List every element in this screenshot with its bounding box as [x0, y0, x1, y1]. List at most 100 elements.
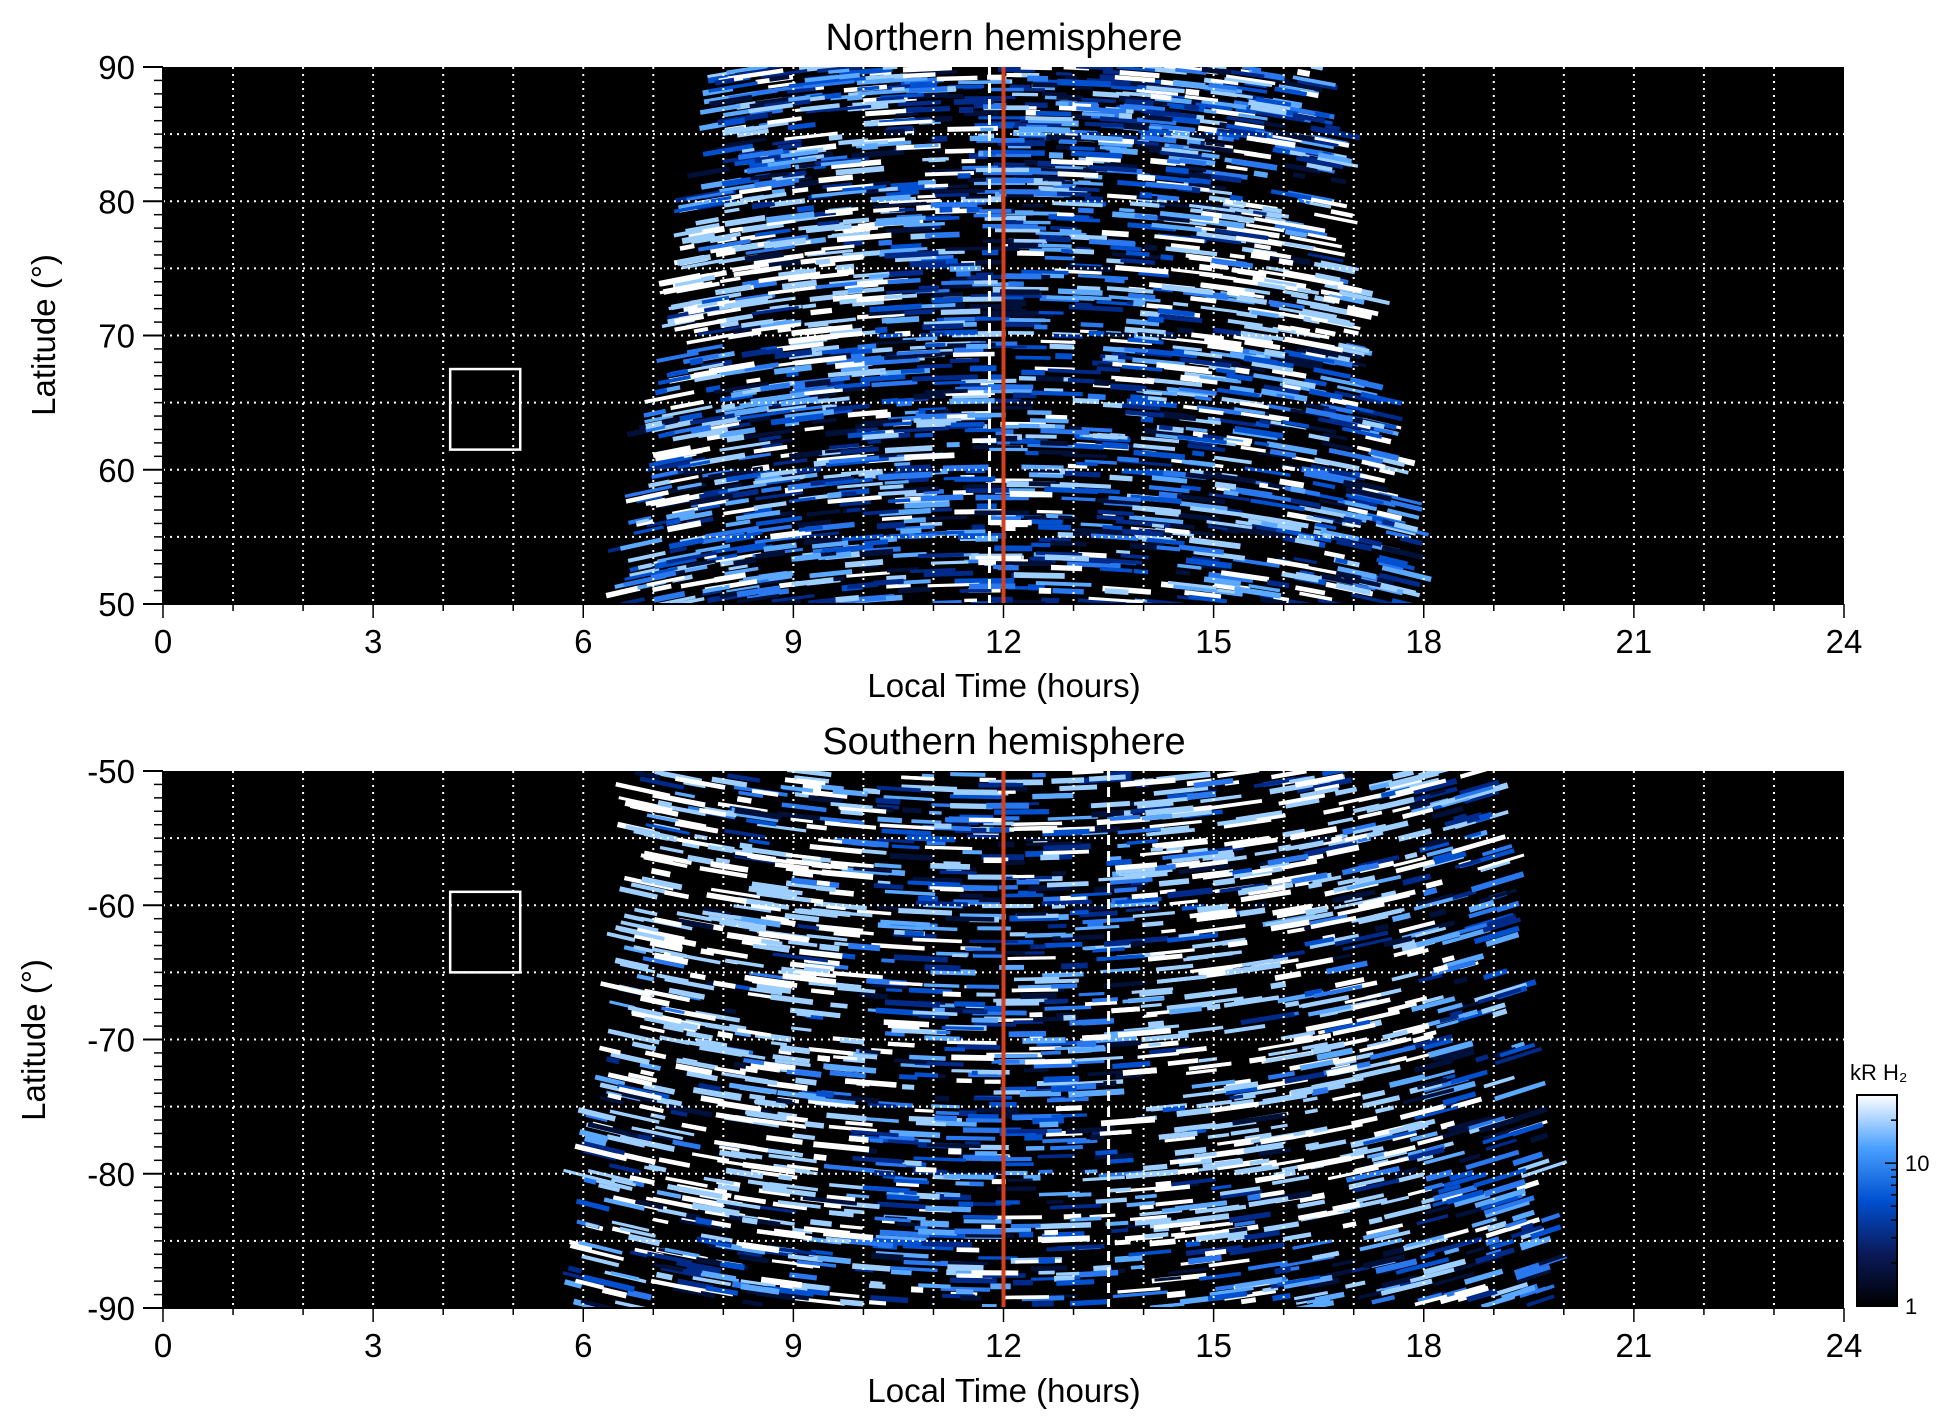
emission-streak: [657, 800, 673, 809]
emission-streak: [894, 461, 911, 467]
emission-streak: [1229, 867, 1252, 876]
emission-streak: [1494, 1046, 1543, 1066]
emission-streak: [1290, 536, 1320, 547]
emission-streak: [886, 288, 939, 295]
emission-streak: [629, 1175, 655, 1186]
emission-streak: [897, 586, 932, 594]
emission-streak: [1044, 941, 1083, 948]
emission-streak: [1103, 162, 1138, 169]
emission-streak: [1081, 112, 1115, 118]
emission-streak: [780, 149, 819, 159]
emission-streak: [1052, 934, 1105, 942]
emission-streak: [667, 804, 707, 817]
emission-streak: [1428, 908, 1447, 919]
emission-streak: [870, 339, 916, 346]
emission-streak: [915, 900, 968, 907]
emission-streak: [1277, 324, 1293, 332]
emission-streak: [1352, 997, 1391, 1011]
emission-streak: [1282, 535, 1296, 543]
emission-streak: [846, 94, 863, 101]
emission-streak: [1178, 1025, 1224, 1035]
emission-streak: [724, 497, 750, 506]
emission-streak: [950, 358, 980, 363]
emission-streak: [1231, 158, 1278, 171]
emission-streak: [953, 899, 1001, 906]
emission-streak: [792, 187, 809, 194]
emission-streak: [1341, 426, 1383, 439]
emission-streak: [1450, 1069, 1488, 1085]
emission-streak: [760, 68, 808, 79]
emission-streak: [824, 477, 873, 486]
emission-streak: [715, 1112, 755, 1124]
emission-streak: [865, 108, 913, 117]
emission-streak: [1130, 880, 1149, 886]
emission-streak: [1234, 1276, 1283, 1289]
emission-streak: [1199, 272, 1237, 281]
emission-streak: [772, 138, 802, 146]
emission-streak: [1042, 971, 1084, 978]
emission-streak: [642, 956, 685, 969]
emission-streak: [748, 885, 798, 899]
emission-streak: [1167, 887, 1213, 899]
emission-streak: [686, 1030, 713, 1041]
emission-streak: [619, 1134, 675, 1152]
emission-streak: [876, 521, 906, 530]
emission-streak: [1157, 215, 1190, 223]
emission-streak: [1096, 432, 1119, 440]
emission-streak: [1100, 967, 1141, 974]
emission-streak: [733, 904, 772, 913]
emission-streak: [767, 81, 796, 89]
emission-streak: [893, 1058, 927, 1065]
emission-streak: [1095, 1197, 1128, 1204]
y-tick-label: -90: [87, 1290, 135, 1327]
emission-streak: [1061, 962, 1088, 970]
emission-streak: [809, 844, 862, 855]
emission-streak: [857, 85, 880, 92]
emission-streak: [824, 818, 840, 825]
emission-streak: [1117, 843, 1131, 849]
emission-streak: [951, 1054, 994, 1062]
emission-streak: [762, 1185, 816, 1198]
emission-streak: [1344, 833, 1368, 843]
emission-streak: [935, 1110, 963, 1116]
emission-streak: [767, 116, 802, 125]
emission-streak: [1229, 1098, 1255, 1107]
emission-streak: [826, 1112, 867, 1122]
emission-streak: [1129, 515, 1184, 525]
emission-streak: [1278, 793, 1326, 806]
emission-streak: [640, 853, 674, 864]
emission-streak: [733, 983, 750, 991]
emission-streak: [1449, 1009, 1463, 1018]
emission-streak: [644, 414, 674, 424]
emission-streak: [672, 1139, 701, 1150]
emission-streak: [1290, 486, 1306, 494]
emission-streak: [780, 784, 814, 793]
emission-streak: [1305, 349, 1327, 359]
emission-streak: [1239, 907, 1266, 917]
emission-streak: [1045, 236, 1071, 243]
emission-streak: [723, 117, 746, 127]
emission-streak: [1151, 523, 1165, 529]
emission-streak: [1066, 560, 1121, 569]
emission-streak: [745, 244, 796, 255]
emission-streak: [920, 521, 943, 527]
emission-streak: [1431, 805, 1464, 820]
emission-streak: [1035, 375, 1064, 382]
emission-streak: [1117, 456, 1140, 463]
emission-streak: [1408, 1147, 1445, 1162]
emission-streak: [835, 594, 860, 603]
emission-streak: [934, 1115, 957, 1122]
emission-streak: [1352, 823, 1387, 835]
emission-streak: [1478, 888, 1517, 904]
emission-streak: [950, 772, 986, 777]
emission-streak: [1151, 222, 1202, 233]
emission-streak: [797, 923, 820, 931]
emission-streak: [1007, 956, 1056, 961]
emission-streak: [1299, 591, 1333, 602]
emission-streak: [943, 316, 975, 323]
emission-streak: [809, 569, 853, 579]
emission-streak: [665, 1176, 708, 1188]
emission-streak: [1357, 793, 1382, 803]
emission-streak: [1132, 910, 1175, 919]
emission-streak: [790, 1026, 812, 1032]
